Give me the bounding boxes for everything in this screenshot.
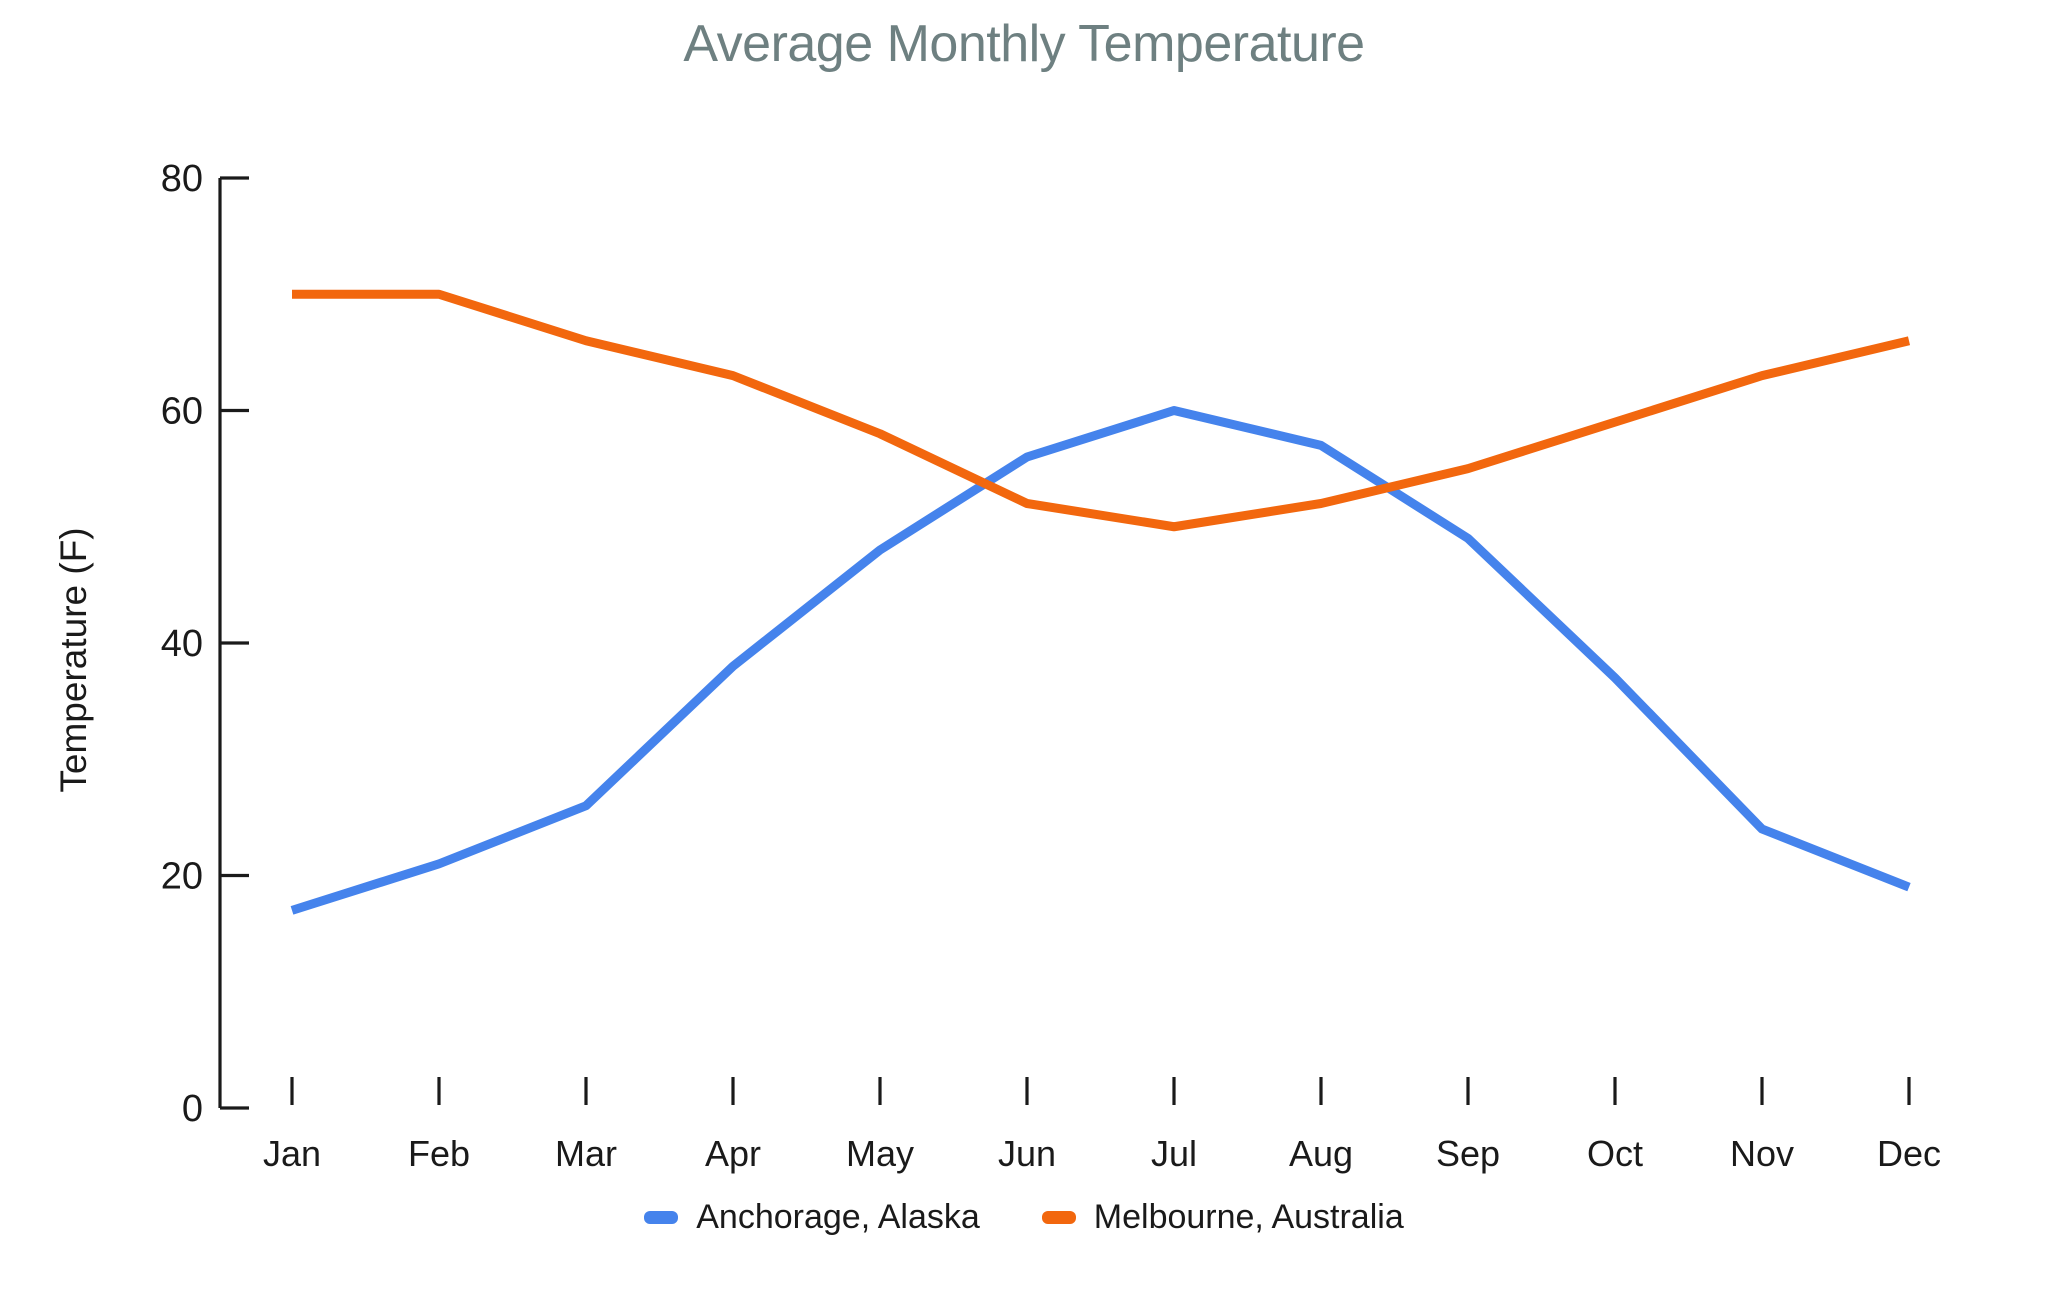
- x-tick-label: Dec: [1877, 1133, 1941, 1174]
- y-tick-label: 0: [182, 1088, 203, 1130]
- x-tick-label: Jul: [1151, 1133, 1197, 1174]
- series-line-1: [292, 289, 1911, 532]
- x-tick-label: Nov: [1730, 1133, 1794, 1174]
- y-tick-label: 20: [161, 856, 203, 898]
- x-tick-label: Apr: [705, 1133, 761, 1174]
- series-line-0: [290, 406, 1911, 915]
- legend: Anchorage, Alaska Melbourne, Australia: [0, 1198, 2048, 1237]
- x-tick-label: Mar: [555, 1133, 617, 1174]
- y-tick-label: 80: [161, 158, 203, 200]
- x-tick-label: Jan: [263, 1133, 321, 1174]
- chart-title: Average Monthly Temperature: [683, 15, 1365, 73]
- x-tick-label: May: [846, 1133, 914, 1174]
- x-tick-label: Feb: [408, 1133, 470, 1174]
- x-tick-label: Aug: [1289, 1133, 1353, 1174]
- x-tick-label: Jun: [998, 1133, 1056, 1174]
- y-tick-label: 40: [161, 623, 203, 665]
- y-tick-label: 60: [161, 391, 203, 433]
- legend-item-1: Melbourne, Australia: [1041, 1198, 1404, 1237]
- legend-label-1: Melbourne, Australia: [1093, 1198, 1404, 1236]
- y-axis-label: Temperature (F): [53, 527, 94, 792]
- axes-layer: 0 20 40 60 80 Jan Feb Mar Apr May Jun Jul Aug Sep Oct N…: [161, 158, 1941, 1174]
- legend-item-0: Anchorage, Alaska: [644, 1198, 980, 1237]
- x-tick-label: Sep: [1436, 1133, 1500, 1174]
- series-layer: [290, 289, 1911, 915]
- legend-swatch-1: [1041, 1211, 1076, 1224]
- x-tick-label: Oct: [1587, 1133, 1643, 1174]
- legend-swatch-0: [644, 1211, 679, 1224]
- legend-label-0: Anchorage, Alaska: [696, 1198, 980, 1236]
